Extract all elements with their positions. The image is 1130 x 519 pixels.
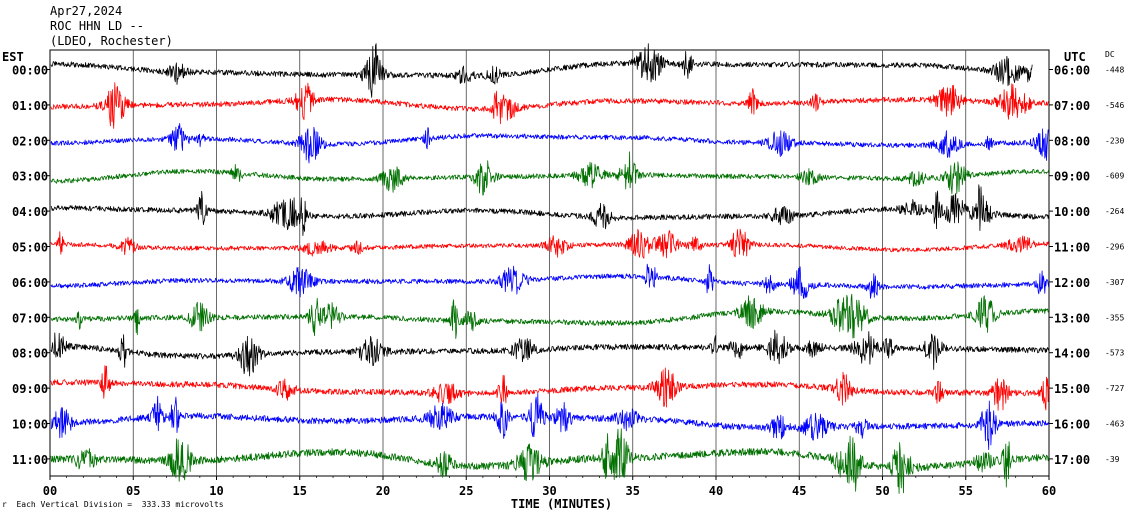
trace-0700 [50,293,1050,339]
header-station: ROC HHN LD -- [50,19,144,33]
left-time-label: 03:00 [12,170,48,184]
x-tick-label-60: 60 [1042,484,1056,498]
trace-0200 [50,123,1050,164]
x-tick-label-45: 45 [792,484,806,498]
header-network: (LDEO, Rochester) [50,34,173,48]
x-tick-label-10: 10 [209,484,223,498]
left-time-label: 08:00 [12,347,48,361]
right-time-label: 07:00 [1054,99,1090,113]
right-time-label: 16:00 [1054,418,1090,432]
dc-value: -307 [1105,278,1124,287]
right-time-label: 10:00 [1054,205,1090,219]
dc-value: -727 [1105,384,1124,393]
trace-0600 [50,263,1050,299]
left-time-label: 07:00 [12,311,48,325]
trace-0400 [50,184,1050,236]
left-time-label: 00:00 [12,64,48,78]
left-time-label: 06:00 [12,276,48,290]
dc-value: -463 [1105,420,1124,429]
right-time-label: 17:00 [1054,453,1090,467]
trace-0500 [50,228,1050,259]
right-time-label: 13:00 [1054,311,1090,325]
left-time-label: 10:00 [12,418,48,432]
trace-0100 [50,82,1049,129]
right-tz-label: UTC [1064,50,1086,64]
x-tick-label-05: 05 [126,484,140,498]
footnote-mark: r [2,500,7,509]
right-time-label: 06:00 [1054,64,1090,78]
x-tick-label-15: 15 [293,484,307,498]
x-tick-label-35: 35 [626,484,640,498]
right-time-label: 08:00 [1054,134,1090,148]
right-time-label: 11:00 [1054,241,1090,255]
trace-0000 [50,43,1033,98]
dc-value: -609 [1105,172,1124,181]
left-tz-label: EST [2,50,24,64]
right-time-label: 09:00 [1054,170,1090,184]
header-date: Apr27,2024 [50,4,123,18]
left-time-label: 09:00 [12,382,48,396]
right-time-label: 12:00 [1054,276,1090,290]
x-tick-label-00: 00 [43,484,57,498]
dc-label: DC [1105,50,1115,59]
dc-value: -39 [1105,455,1120,464]
x-tick-label-55: 55 [959,484,973,498]
dc-value: -264 [1105,207,1124,216]
x-tick-label-40: 40 [709,484,723,498]
x-tick-label-25: 25 [459,484,473,498]
x-axis-label: TIME (MINUTES) [511,497,612,511]
dc-value: -296 [1105,243,1124,252]
left-time-label: 02:00 [12,134,48,148]
left-time-label: 01:00 [12,99,48,113]
x-tick-label-30: 30 [542,484,556,498]
trace-0900 [50,365,1050,411]
x-tick-label-20: 20 [376,484,390,498]
dc-value: -355 [1105,313,1124,322]
dc-value: -546 [1105,101,1124,110]
footnote: r Each Vertical Division = 333.33 microv… [2,500,224,509]
trace-0800 [50,329,1050,377]
dc-value: -230 [1105,136,1124,145]
dc-value: -448 [1105,66,1124,75]
trace-1100 [50,428,1050,494]
x-tick-label-50: 50 [875,484,889,498]
dc-value: -573 [1105,349,1124,358]
right-time-label: 15:00 [1054,382,1090,396]
footnote-text: Each Vertical Division = 333.33 microvol… [16,500,224,509]
trace-1000 [51,393,1050,450]
left-time-label: 05:00 [12,241,48,255]
left-time-label: 11:00 [12,453,48,467]
trace-0300 [50,151,1050,196]
left-time-label: 04:00 [12,205,48,219]
right-time-label: 14:00 [1054,347,1090,361]
